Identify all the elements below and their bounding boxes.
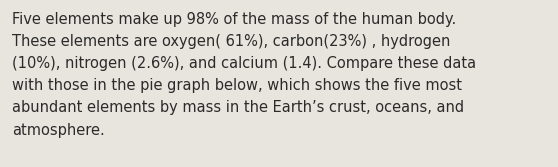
Text: Five elements make up 98% of the mass of the human body.
These elements are oxyg: Five elements make up 98% of the mass of… (12, 12, 477, 138)
